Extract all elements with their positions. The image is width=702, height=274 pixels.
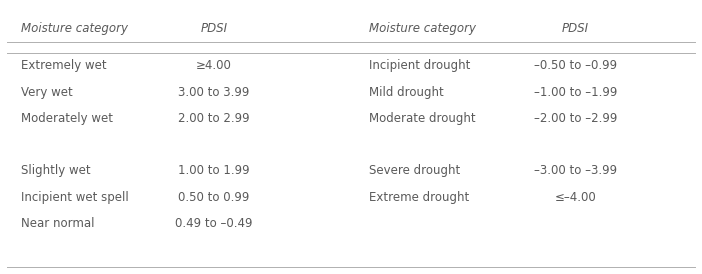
Text: Near normal: Near normal — [21, 217, 95, 230]
Text: Incipient wet spell: Incipient wet spell — [21, 191, 128, 204]
Text: PDSI: PDSI — [562, 22, 589, 35]
Text: Moisture category: Moisture category — [21, 22, 128, 35]
Text: 2.00 to 2.99: 2.00 to 2.99 — [178, 112, 250, 125]
Text: Moderate drought: Moderate drought — [369, 112, 475, 125]
Text: ≤–4.00: ≤–4.00 — [555, 191, 597, 204]
Text: Slightly wet: Slightly wet — [21, 164, 91, 178]
Text: 0.50 to 0.99: 0.50 to 0.99 — [178, 191, 250, 204]
Text: 0.49 to –0.49: 0.49 to –0.49 — [176, 217, 253, 230]
Text: –2.00 to –2.99: –2.00 to –2.99 — [534, 112, 617, 125]
Text: –0.50 to –0.99: –0.50 to –0.99 — [534, 59, 617, 72]
Text: 1.00 to 1.99: 1.00 to 1.99 — [178, 164, 250, 178]
Text: ≥4.00: ≥4.00 — [196, 59, 232, 72]
Text: –1.00 to –1.99: –1.00 to –1.99 — [534, 85, 617, 99]
Text: Mild drought: Mild drought — [369, 85, 443, 99]
Text: Extremely wet: Extremely wet — [21, 59, 107, 72]
Text: Moderately wet: Moderately wet — [21, 112, 113, 125]
Text: Incipient drought: Incipient drought — [369, 59, 470, 72]
Text: Severe drought: Severe drought — [369, 164, 460, 178]
Text: –3.00 to –3.99: –3.00 to –3.99 — [534, 164, 617, 178]
Text: Moisture category: Moisture category — [369, 22, 475, 35]
Text: PDSI: PDSI — [201, 22, 227, 35]
Text: 3.00 to 3.99: 3.00 to 3.99 — [178, 85, 250, 99]
Text: Extreme drought: Extreme drought — [369, 191, 469, 204]
Text: Very wet: Very wet — [21, 85, 73, 99]
